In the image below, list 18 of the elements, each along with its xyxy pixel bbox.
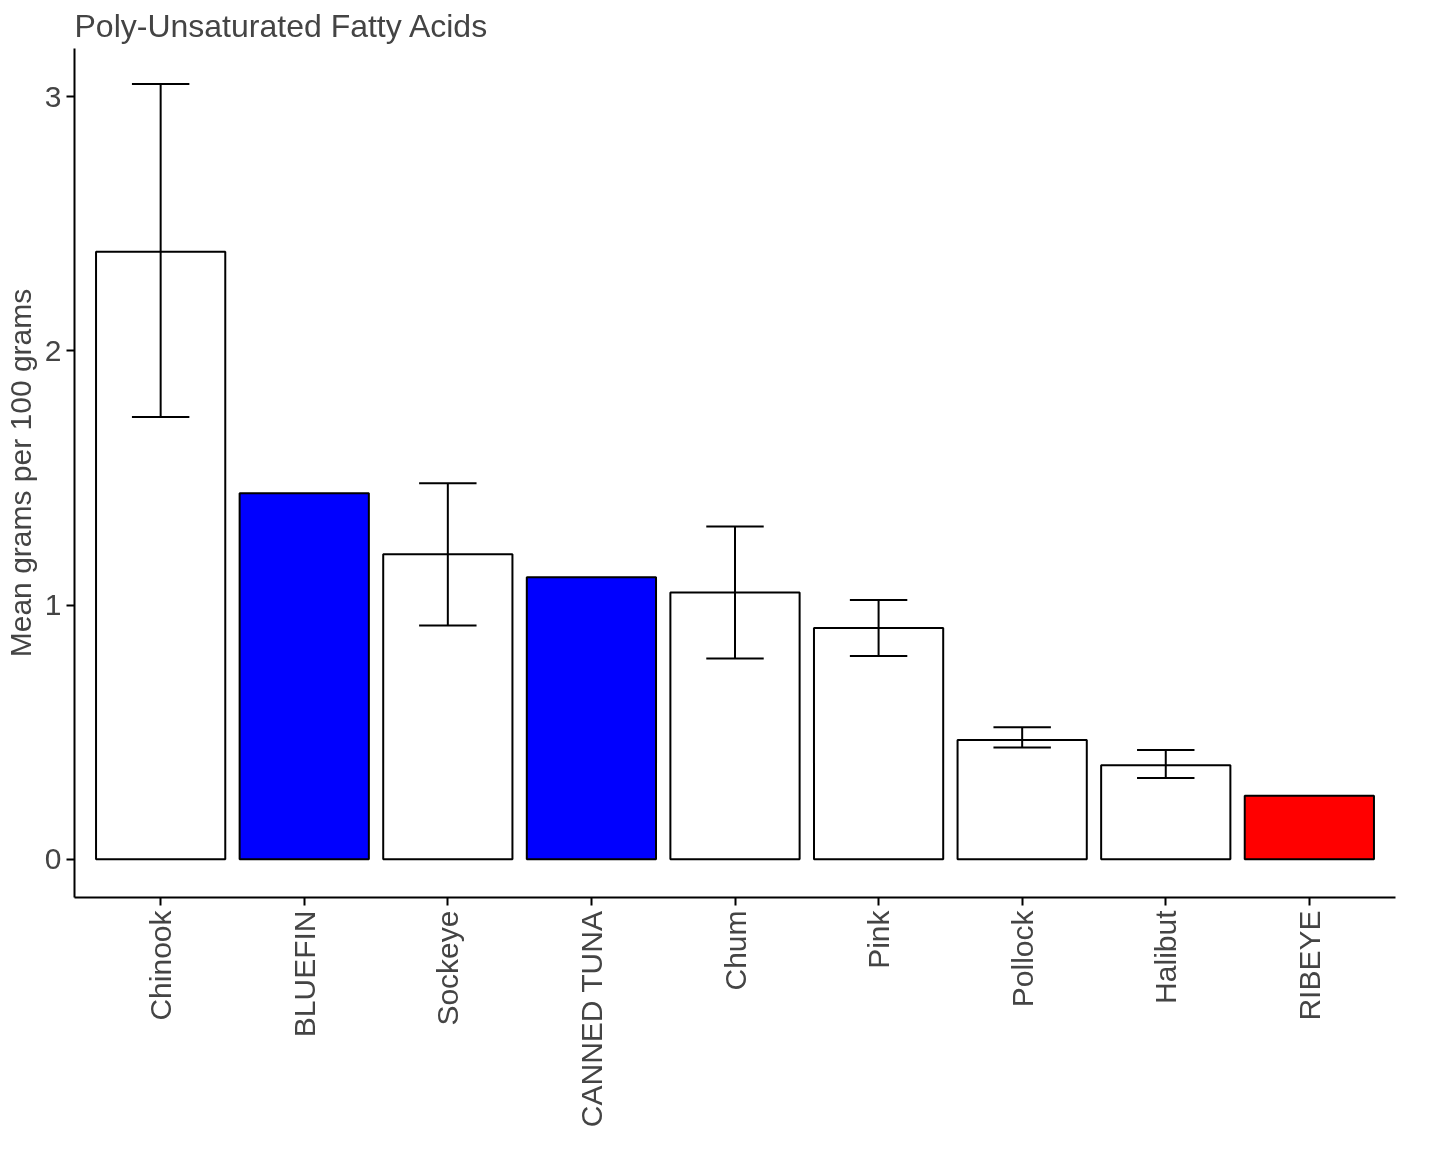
x-tick-label: Pollock xyxy=(1005,909,1039,1008)
y-tick-label: 0 xyxy=(44,842,62,876)
x-tick-label: Sockeye xyxy=(431,910,465,1026)
bar xyxy=(238,492,370,861)
x-tick-label: BLUEFIN xyxy=(287,910,321,1038)
x-tick-label: RIBEYE xyxy=(1292,910,1326,1021)
y-axis-title: Mean grams per 100 grams xyxy=(3,288,37,658)
x-tick-label: Chum xyxy=(718,910,752,991)
y-tick-label: 2 xyxy=(44,333,62,367)
x-tick-label: Chinook xyxy=(144,909,178,1021)
y-tick-label: 3 xyxy=(44,79,62,113)
x-tick-label: Halibut xyxy=(1149,909,1183,1004)
bar xyxy=(1243,794,1375,861)
x-tick-label: Pink xyxy=(862,909,896,969)
y-tick-label: 1 xyxy=(44,588,62,622)
x-tick-label: CANNED TUNA xyxy=(574,911,608,1128)
chart-title: Poly-Unsaturated Fatty Acids xyxy=(74,7,488,44)
bar xyxy=(525,576,658,861)
